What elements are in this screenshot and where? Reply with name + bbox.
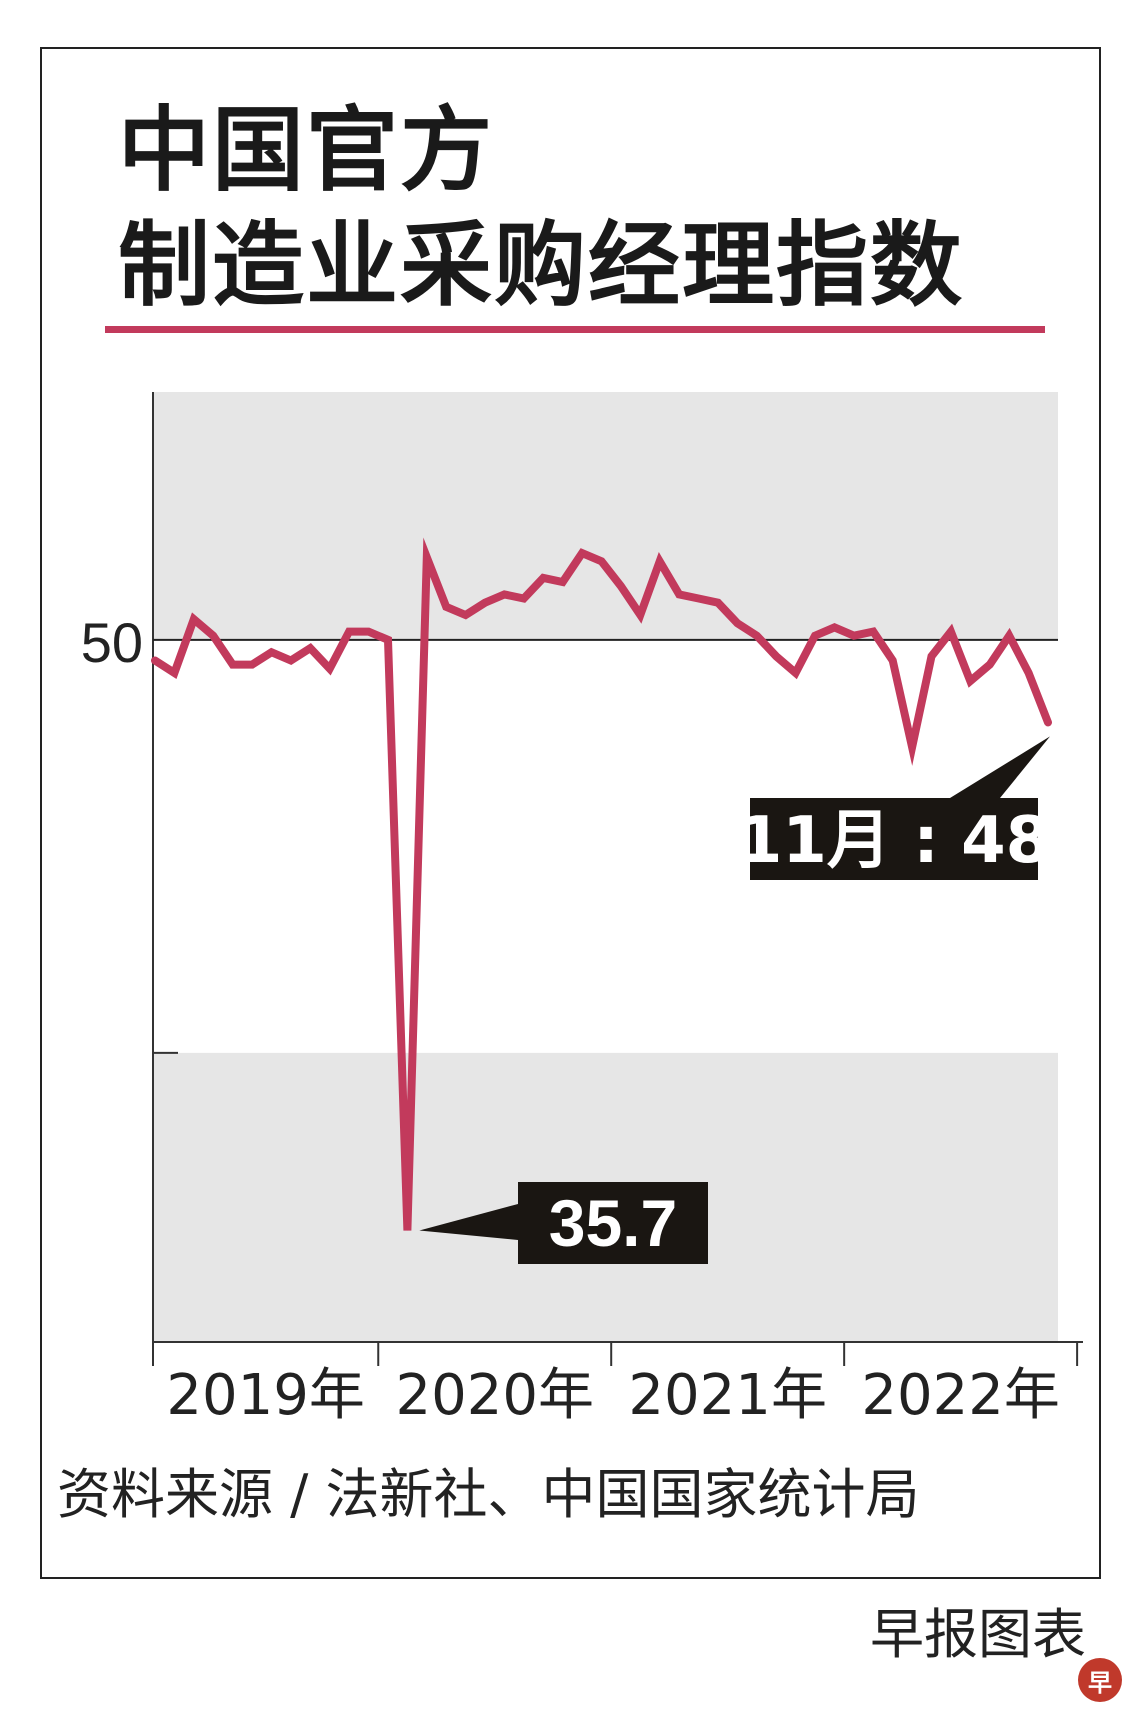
callout-box-latest	[750, 798, 1038, 880]
chart-axes	[152, 392, 1083, 1366]
source-note: 资料来源 / 法新社、中国国家统计局	[57, 1463, 920, 1526]
series-layer	[151, 537, 1052, 1231]
shaded-bands	[153, 392, 1058, 1342]
callout-pointer-latest	[950, 736, 1050, 798]
chart-title-line-1: 中国官方	[118, 97, 495, 204]
callout-box-min	[518, 1182, 708, 1264]
callout-pointer-min	[419, 1204, 518, 1240]
x-tick-label: 2020年	[395, 1363, 594, 1428]
title-underline	[105, 326, 1045, 333]
y-tick-label: 50	[81, 611, 143, 674]
chart-frame	[40, 47, 1101, 1579]
brand-logo-icon: 早	[1078, 1658, 1122, 1702]
callout-label-latest: 11月 : 48	[738, 804, 1050, 878]
graphic-credit: 早报图表	[870, 1603, 1086, 1666]
upper-shaded-band	[153, 392, 1058, 640]
x-tick-label: 2022年	[861, 1363, 1060, 1428]
tick-labels: 50 2019年 2020年 2021年 2022年	[81, 611, 1060, 1428]
x-tick-label: 2019年	[166, 1363, 365, 1428]
chart-title-line-2: 制造业采购经理指数	[118, 212, 965, 319]
callout-label-min: 35.7	[549, 1186, 677, 1260]
callout-layer: 35.7 11月 : 48	[419, 736, 1050, 1264]
x-tick-label: 2021年	[628, 1363, 827, 1428]
